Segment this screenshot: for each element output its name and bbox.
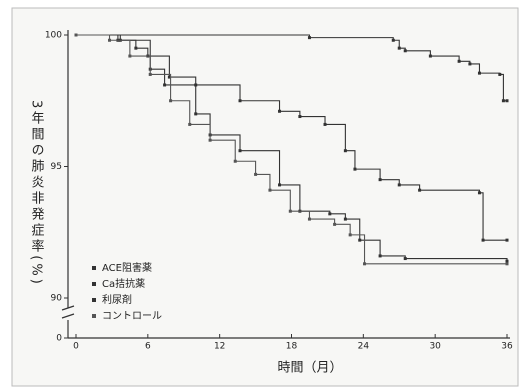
censor-mark xyxy=(397,183,401,187)
y-tick-label: 100 xyxy=(45,31,62,41)
axis-break xyxy=(61,305,75,319)
censor-mark xyxy=(298,115,302,119)
y-tick-label: 90 xyxy=(51,294,63,304)
x-axis-label: 時間（月） xyxy=(277,361,342,376)
censor-mark xyxy=(188,122,192,126)
censor-mark xyxy=(328,212,332,216)
censor-mark xyxy=(501,99,505,103)
censor-mark xyxy=(378,178,382,182)
censor-mark xyxy=(353,167,357,171)
legend-marker xyxy=(92,282,96,286)
censor-mark xyxy=(403,49,407,53)
censor-mark xyxy=(167,75,171,79)
censor-mark xyxy=(505,99,509,103)
x-tick-label: 30 xyxy=(429,342,441,352)
legend-label: Ca拮抗薬 xyxy=(102,277,145,290)
legend-label: コントロール xyxy=(102,311,162,322)
censor-mark xyxy=(208,138,212,142)
legend-marker xyxy=(92,314,96,318)
x-tick-label: 6 xyxy=(145,342,151,352)
censor-mark xyxy=(505,259,509,263)
censor-mark xyxy=(348,233,352,237)
y-tick-label: 0 xyxy=(56,334,62,344)
censor-mark xyxy=(468,62,472,66)
censor-mark xyxy=(418,188,422,192)
x-tick-label: 12 xyxy=(214,342,225,352)
censor-mark xyxy=(391,38,395,42)
censor-mark xyxy=(169,99,173,103)
censor-mark xyxy=(333,222,337,226)
censor-mark xyxy=(307,36,311,40)
censor-mark xyxy=(148,72,152,76)
censor-mark xyxy=(378,254,382,258)
censor-mark xyxy=(278,183,282,187)
censor-mark xyxy=(505,262,509,266)
censor-mark xyxy=(323,122,327,126)
y-axis-label: 3年間の肺炎非発症率(%) xyxy=(29,100,45,287)
censor-mark xyxy=(498,72,502,76)
x-tick-label: 24 xyxy=(358,342,370,352)
censor-mark xyxy=(477,191,481,195)
censor-mark xyxy=(254,172,258,176)
censor-mark xyxy=(134,46,138,50)
legend-label: ACE阻害薬 xyxy=(102,261,152,274)
censor-mark xyxy=(481,238,485,242)
censor-mark xyxy=(233,159,237,163)
x-tick-label: 36 xyxy=(501,342,513,352)
axes xyxy=(61,30,510,339)
censor-mark xyxy=(238,99,242,103)
censor-mark xyxy=(74,33,78,37)
censor-mark xyxy=(428,54,432,58)
censor-mark xyxy=(108,38,112,42)
censor-mark xyxy=(307,217,311,221)
censor-mark xyxy=(194,112,198,116)
censor-mark xyxy=(397,46,401,50)
censor-mark xyxy=(457,59,461,63)
censor-mark xyxy=(363,262,367,266)
censor-mark xyxy=(477,71,481,75)
x-tick-label: 18 xyxy=(286,342,298,352)
censor-mark xyxy=(343,217,347,221)
legend-label: 利尿剤 xyxy=(102,293,132,306)
legend-marker xyxy=(92,266,96,270)
censor-mark xyxy=(288,209,292,213)
y-tick-label: 95 xyxy=(51,162,62,172)
step-line xyxy=(76,34,507,241)
censor-mark xyxy=(268,188,272,192)
censor-mark xyxy=(505,238,509,242)
frame xyxy=(11,7,519,387)
step-line xyxy=(76,34,507,265)
censor-mark xyxy=(163,83,167,87)
censor-mark xyxy=(358,238,362,242)
censor-mark xyxy=(403,257,407,261)
legend-marker xyxy=(92,298,96,302)
censor-mark xyxy=(128,54,132,58)
censor-mark xyxy=(278,109,282,113)
censor-mark xyxy=(238,149,242,153)
censor-mark xyxy=(343,149,347,153)
x-tick-label: 0 xyxy=(73,342,79,352)
